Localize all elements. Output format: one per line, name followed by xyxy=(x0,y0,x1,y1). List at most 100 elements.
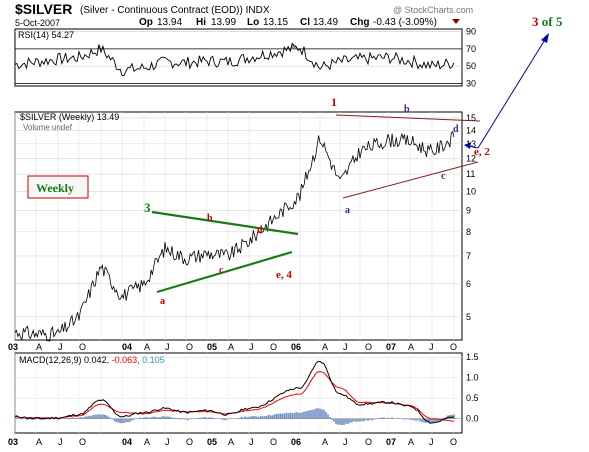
macd-hist-bar xyxy=(399,418,401,419)
macd-histogram xyxy=(14,408,455,426)
macd-hist-bar xyxy=(109,418,112,419)
macd-hist-bar xyxy=(162,416,164,419)
x-tick-label: J xyxy=(429,437,434,447)
quote-date: 5-Oct-2007 xyxy=(15,18,60,28)
wave-label-e4: e, 4 xyxy=(276,269,292,281)
macd-legend: MACD(12,26,9) 0.042, -0.063, 0.105 xyxy=(19,355,165,365)
wave-label-a: a xyxy=(160,296,165,307)
macd-hist-bar xyxy=(104,414,106,419)
wave-label-e2: e, 2 xyxy=(474,146,490,158)
x-tick-label: J xyxy=(165,342,170,352)
macd-hist-bar xyxy=(431,418,433,424)
x-tick-label: A xyxy=(408,342,414,352)
macd-hist-bar xyxy=(277,413,280,419)
x-tick-label: 04 xyxy=(122,437,132,447)
macd-hist-bar xyxy=(100,414,102,419)
rsi-tick-label: 70 xyxy=(466,44,476,54)
x-tick-label: O xyxy=(270,437,277,447)
macd-hist-bar xyxy=(183,418,185,420)
macd-hist-bar xyxy=(297,412,299,419)
macd-hist-bar xyxy=(331,418,333,420)
price-legend: $SILVER (Weekly) 13.49 xyxy=(20,112,119,122)
macd-hist-bar xyxy=(387,417,389,419)
macd-hist-bar xyxy=(66,417,69,419)
x-tick-label: J xyxy=(343,342,348,352)
x-tick-label: A xyxy=(36,342,42,352)
macd-hist-bar xyxy=(397,418,399,419)
macd-hist-bar xyxy=(365,418,367,421)
macd-hist-bar xyxy=(107,416,110,419)
macd-hist-bar xyxy=(259,416,262,419)
macd-hist-bar xyxy=(94,414,96,419)
macd-hist-bar xyxy=(211,417,214,419)
macd-hist-bar xyxy=(45,418,47,420)
price-tick-label: 15 xyxy=(466,113,476,123)
triangle2-lower-line xyxy=(342,161,479,199)
macd-hist-bar xyxy=(198,417,201,419)
macd-hist-bar xyxy=(131,418,133,421)
macd-hist-bar xyxy=(391,417,393,419)
x-tick-label: J xyxy=(249,437,254,447)
chart-subtitle: (Silver - Continuous Contract (EOD)) IND… xyxy=(80,5,270,16)
macd-hist-bar xyxy=(329,417,331,419)
macd-hist-bar xyxy=(27,418,30,420)
macd-hist-bar xyxy=(169,417,172,419)
macd-hist-bar xyxy=(92,415,94,419)
macd-hist-bar xyxy=(281,413,284,419)
macd-hist-bar xyxy=(105,415,108,419)
price-tick-label: 11 xyxy=(466,169,475,179)
triangle1-lower-line xyxy=(156,250,293,294)
macd-hist-bar xyxy=(363,418,365,422)
macd-hist-bar xyxy=(303,411,305,419)
macd-hist-bar xyxy=(187,418,189,421)
macd-hist-bar xyxy=(194,418,197,419)
x-tick-label: O xyxy=(186,342,193,352)
cl-label: Cl xyxy=(300,17,310,28)
macd-hist-bar xyxy=(25,418,28,420)
rsi-tick-labels: 90 70 50 30 xyxy=(466,27,476,89)
price-tick-label: 8 xyxy=(466,227,471,237)
price-tick-labels: 15 14 13 12 11 10 9 8 7 6 5 xyxy=(466,113,476,322)
macd-hist-bar xyxy=(29,418,32,420)
macd-hist-bar xyxy=(325,411,327,419)
x-tick-label: 03 xyxy=(8,437,18,447)
macd-hist-bar xyxy=(409,418,411,420)
macd-hist-bar xyxy=(283,413,286,419)
macd-hist-bar xyxy=(261,416,264,419)
macd-hist-bar xyxy=(285,412,288,419)
x-tick-label: J xyxy=(58,437,63,447)
macd-hist-bar xyxy=(37,418,39,420)
macd-hist-bar xyxy=(375,418,377,420)
wave-label-3: 3 xyxy=(144,200,151,215)
macd-hist-bar xyxy=(250,416,252,419)
cl-value: 13.49 xyxy=(313,17,338,28)
macd-hist-bar xyxy=(47,418,49,420)
macd-hist-bar xyxy=(361,418,363,422)
x-tick-label: A xyxy=(36,437,42,447)
macd-hist-bar xyxy=(252,416,254,419)
macd-hist-bar xyxy=(240,416,243,419)
macd-hist-bar xyxy=(68,417,71,419)
x-tick-label: O xyxy=(79,342,86,352)
macd-hist-bar xyxy=(421,418,423,422)
macd-hist-bar xyxy=(141,417,143,419)
macd-hist-bar xyxy=(76,417,78,419)
macd-hist-bar xyxy=(190,418,193,420)
macd-hist-bar xyxy=(19,418,22,420)
macd-hist-bar xyxy=(133,418,135,420)
macd-hist-bar xyxy=(223,418,225,421)
macd-hist-bar xyxy=(90,415,92,419)
macd-tick-label: 0.0 xyxy=(466,414,479,424)
x-tick-label: O xyxy=(450,437,457,447)
macd-hist-bar xyxy=(369,418,371,420)
x-tick-label: O xyxy=(79,437,86,447)
macd-hist-bar xyxy=(381,417,383,419)
macd-hist-bar xyxy=(371,418,373,421)
macd-hist-bar xyxy=(225,418,227,421)
x-tick-label: 03 xyxy=(8,342,18,352)
x-tick-label: 04 xyxy=(122,342,132,352)
macd-hist-bar xyxy=(158,417,161,419)
wave-label-c: c xyxy=(219,265,224,276)
macd-hist-bar xyxy=(244,416,246,419)
x-tick-label: A xyxy=(228,437,234,447)
